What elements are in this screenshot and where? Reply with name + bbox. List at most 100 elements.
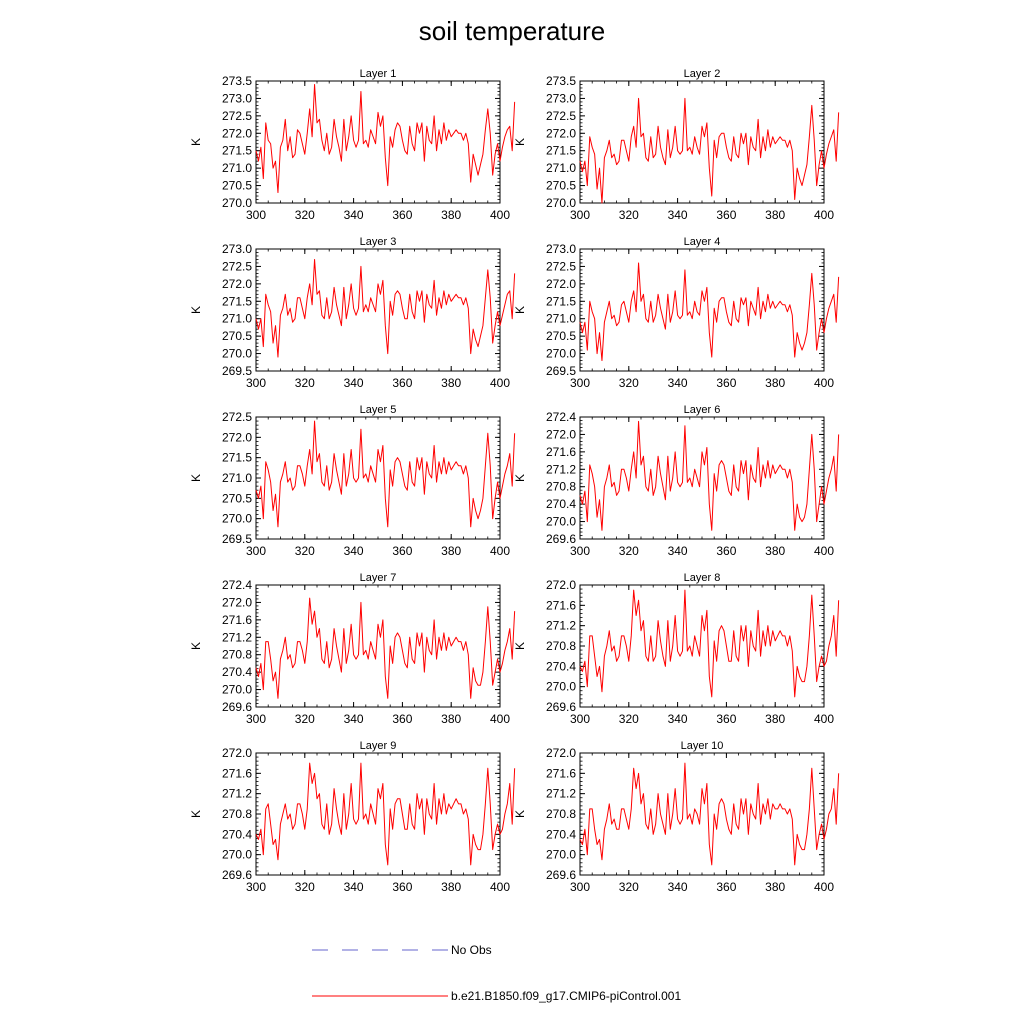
panel-layer-1-x-tick-label: 340: [344, 208, 364, 222]
panel-layer-1-y-tick-label: 271.5: [222, 144, 252, 158]
panel-layer-9-y-tick-label: 271.6: [222, 766, 252, 780]
panel-layer-6-y-tick-label: 270.8: [546, 480, 576, 494]
panel-layer-7-frame: [256, 585, 500, 707]
panel-layer-10: Layer 10 K 272.0 271.6 271.2 270.8 270.4 270.0 2…: [513, 740, 839, 894]
panel-grid: Layer 1K273.5273.0272.5272.0271.5271.027…: [189, 68, 839, 894]
panel-layer-2-title: Layer 2: [684, 68, 721, 80]
panel-layer-2-x-tick-label: 380: [765, 208, 785, 222]
panel-layer-8-x-tick-label: 360: [716, 712, 736, 726]
panel-layer-7-x-tick-label: 340: [344, 712, 364, 726]
panel-layer-4-title: Layer 4: [684, 236, 721, 248]
panel-layer-1-frame: [256, 81, 500, 203]
panel-layer-1-y-tick-label: 272.5: [222, 109, 252, 123]
panel-layer-8-x-tick-label: 320: [619, 712, 639, 726]
panel-layer-3-y-tick-label: 272.0: [222, 277, 252, 291]
panel-layer-3-x-tick-label: 320: [295, 376, 315, 390]
panel-layer-7-x-tick-label: 300: [246, 712, 266, 726]
panel-layer-6-y-tick-label: 270.4: [546, 497, 576, 511]
panel-layer-4-x-tick-label: 360: [716, 376, 736, 390]
panel-layer-2-y-tick-label: 273.0: [546, 91, 576, 105]
panel-layer-3-x-tick-label: 400: [490, 376, 510, 390]
panel-layer-10-x-tick-label: 300: [570, 880, 590, 894]
panel-layer-3-title: Layer 3: [360, 236, 397, 248]
panel-layer-8-title: Layer 8: [684, 572, 721, 584]
panel-layer-1: Layer 1 K 273.5 273.0 272.5 272.0 271.5 271.0 27…: [189, 68, 515, 222]
panel-layer-5-x-tick-label: 400: [490, 544, 510, 558]
panel-layer-1-y-tick-label: 272.0: [222, 126, 252, 140]
panel-layer-6: Layer 6 K 272.4 272.0 271.6 271.2 270.8 270.4 27…: [513, 404, 839, 558]
panel-layer-7-y-axis-label: K: [189, 642, 203, 650]
panel-layer-5-x-tick-label: 320: [295, 544, 315, 558]
panel-layer-7-x-tick-label: 360: [392, 712, 412, 726]
panel-layer-8-x-tick-label: 300: [570, 712, 590, 726]
panel-layer-5-y-tick-label: 270.5: [222, 491, 252, 505]
panel-layer-5-title: Layer 5: [360, 404, 397, 416]
legend: No Obs b.e21.B1850.f09_g17.CMIP6-piContr…: [312, 943, 681, 1003]
panel-layer-1-y-tick-label: 273.5: [222, 74, 252, 88]
panel-layer-4-y-tick-label: 273.0: [546, 242, 576, 256]
panel-layer-7-y-tick-label: 272.4: [222, 578, 252, 592]
panel-layer-3-x-tick-label: 380: [441, 376, 461, 390]
panel-layer-7-y-tick-label: 271.2: [222, 630, 252, 644]
panel-layer-6-y-tick-label: 272.4: [546, 410, 576, 424]
panel-layer-5-y-tick-label: 270.0: [222, 512, 252, 526]
panel-layer-1-x-tick-label: 300: [246, 208, 266, 222]
panel-layer-7: Layer 7 K 272.4 272.0 271.6 271.2 270.8 270.4 27…: [189, 572, 515, 726]
panel-layer-5-y-tick-label: 272.0: [222, 430, 252, 444]
panel-layer-4-x-tick-label: 400: [814, 376, 834, 390]
panel-layer-5-x-tick-label: 380: [441, 544, 461, 558]
panel-layer-4-x-tick-label: 380: [765, 376, 785, 390]
panel-layer-10-y-tick-label: 272.0: [546, 746, 576, 760]
panel-layer-8-y-tick-label: 271.6: [546, 598, 576, 612]
panel-layer-6-y-tick-label: 270.0: [546, 515, 576, 529]
panel-layer-6-y-tick-label: 271.6: [546, 445, 576, 459]
panel-layer-10-y-tick-label: 270.4: [546, 827, 576, 841]
panel-layer-9-x-tick-label: 380: [441, 880, 461, 894]
panel-layer-2-x-tick-label: 400: [814, 208, 834, 222]
panel-layer-6-x-tick-label: 340: [668, 544, 688, 558]
panel-layer-9-x-tick-label: 340: [344, 880, 364, 894]
panel-layer-4-series-line: [580, 263, 839, 361]
legend-no-obs-label: No Obs: [451, 943, 492, 957]
panel-layer-3-y-tick-label: 272.5: [222, 259, 252, 273]
panel-layer-3-x-tick-label: 340: [344, 376, 364, 390]
panel-layer-3-y-axis-label: K: [189, 306, 203, 314]
panel-layer-10-x-tick-label: 340: [668, 880, 688, 894]
panel-layer-10-x-tick-label: 400: [814, 880, 834, 894]
panel-layer-4: Layer 4K273.0272.5272.0271.5271.0270.527…: [513, 236, 839, 390]
panel-layer-2-series-line: [580, 98, 839, 203]
panel-layer-7-x-tick-label: 320: [295, 712, 315, 726]
panel-layer-7-y-tick-label: 272.0: [222, 595, 252, 609]
panel-layer-7-y-tick-label: 271.6: [222, 613, 252, 627]
panel-layer-9-x-tick-label: 360: [392, 880, 412, 894]
panel-layer-2-frame: [580, 81, 824, 203]
figure-title: soil temperature: [419, 16, 605, 46]
panel-layer-3-y-tick-label: 273.0: [222, 242, 252, 256]
panel-layer-8-y-tick-label: 270.8: [546, 639, 576, 653]
panel-layer-3-x-tick-label: 360: [392, 376, 412, 390]
panel-layer-5-x-tick-label: 340: [344, 544, 364, 558]
panel-layer-5-series-line: [256, 421, 515, 527]
legend-run-label: b.e21.B1850.f09_g17.CMIP6-piControl.001: [451, 989, 681, 1003]
panel-layer-1-y-tick-label: 270.5: [222, 179, 252, 193]
panel-layer-6-x-tick-label: 400: [814, 544, 834, 558]
panel-layer-6-title: Layer 6: [684, 404, 721, 416]
panel-layer-7-series-line: [256, 598, 515, 698]
panel-layer-8-y-tick-label: 270.0: [546, 680, 576, 694]
panel-layer-5-y-axis-label: K: [189, 474, 203, 482]
panel-layer-9-y-tick-label: 272.0: [222, 746, 252, 760]
panel-layer-3-y-tick-label: 271.0: [222, 312, 252, 326]
panel-layer-2-y-tick-label: 273.5: [546, 74, 576, 88]
panel-layer-8: Layer 8 K 272.0 271.6 271.2 270.8 270.4 270.0 26…: [513, 572, 839, 726]
panel-layer-4-y-tick-label: 272.5: [546, 259, 576, 273]
panel-layer-2-y-axis-label: K: [513, 138, 527, 146]
panel-layer-4-y-tick-label: 271.5: [546, 294, 576, 308]
panel-layer-4-frame: [580, 249, 824, 371]
panel-layer-3-y-tick-label: 270.5: [222, 329, 252, 343]
panel-layer-8-series-line: [580, 590, 839, 697]
panel-layer-4-x-tick-label: 340: [668, 376, 688, 390]
panel-layer-6-y-tick-label: 271.2: [546, 462, 576, 476]
panel-layer-5-frame: [256, 417, 500, 539]
panel-layer-7-y-tick-label: 270.0: [222, 683, 252, 697]
